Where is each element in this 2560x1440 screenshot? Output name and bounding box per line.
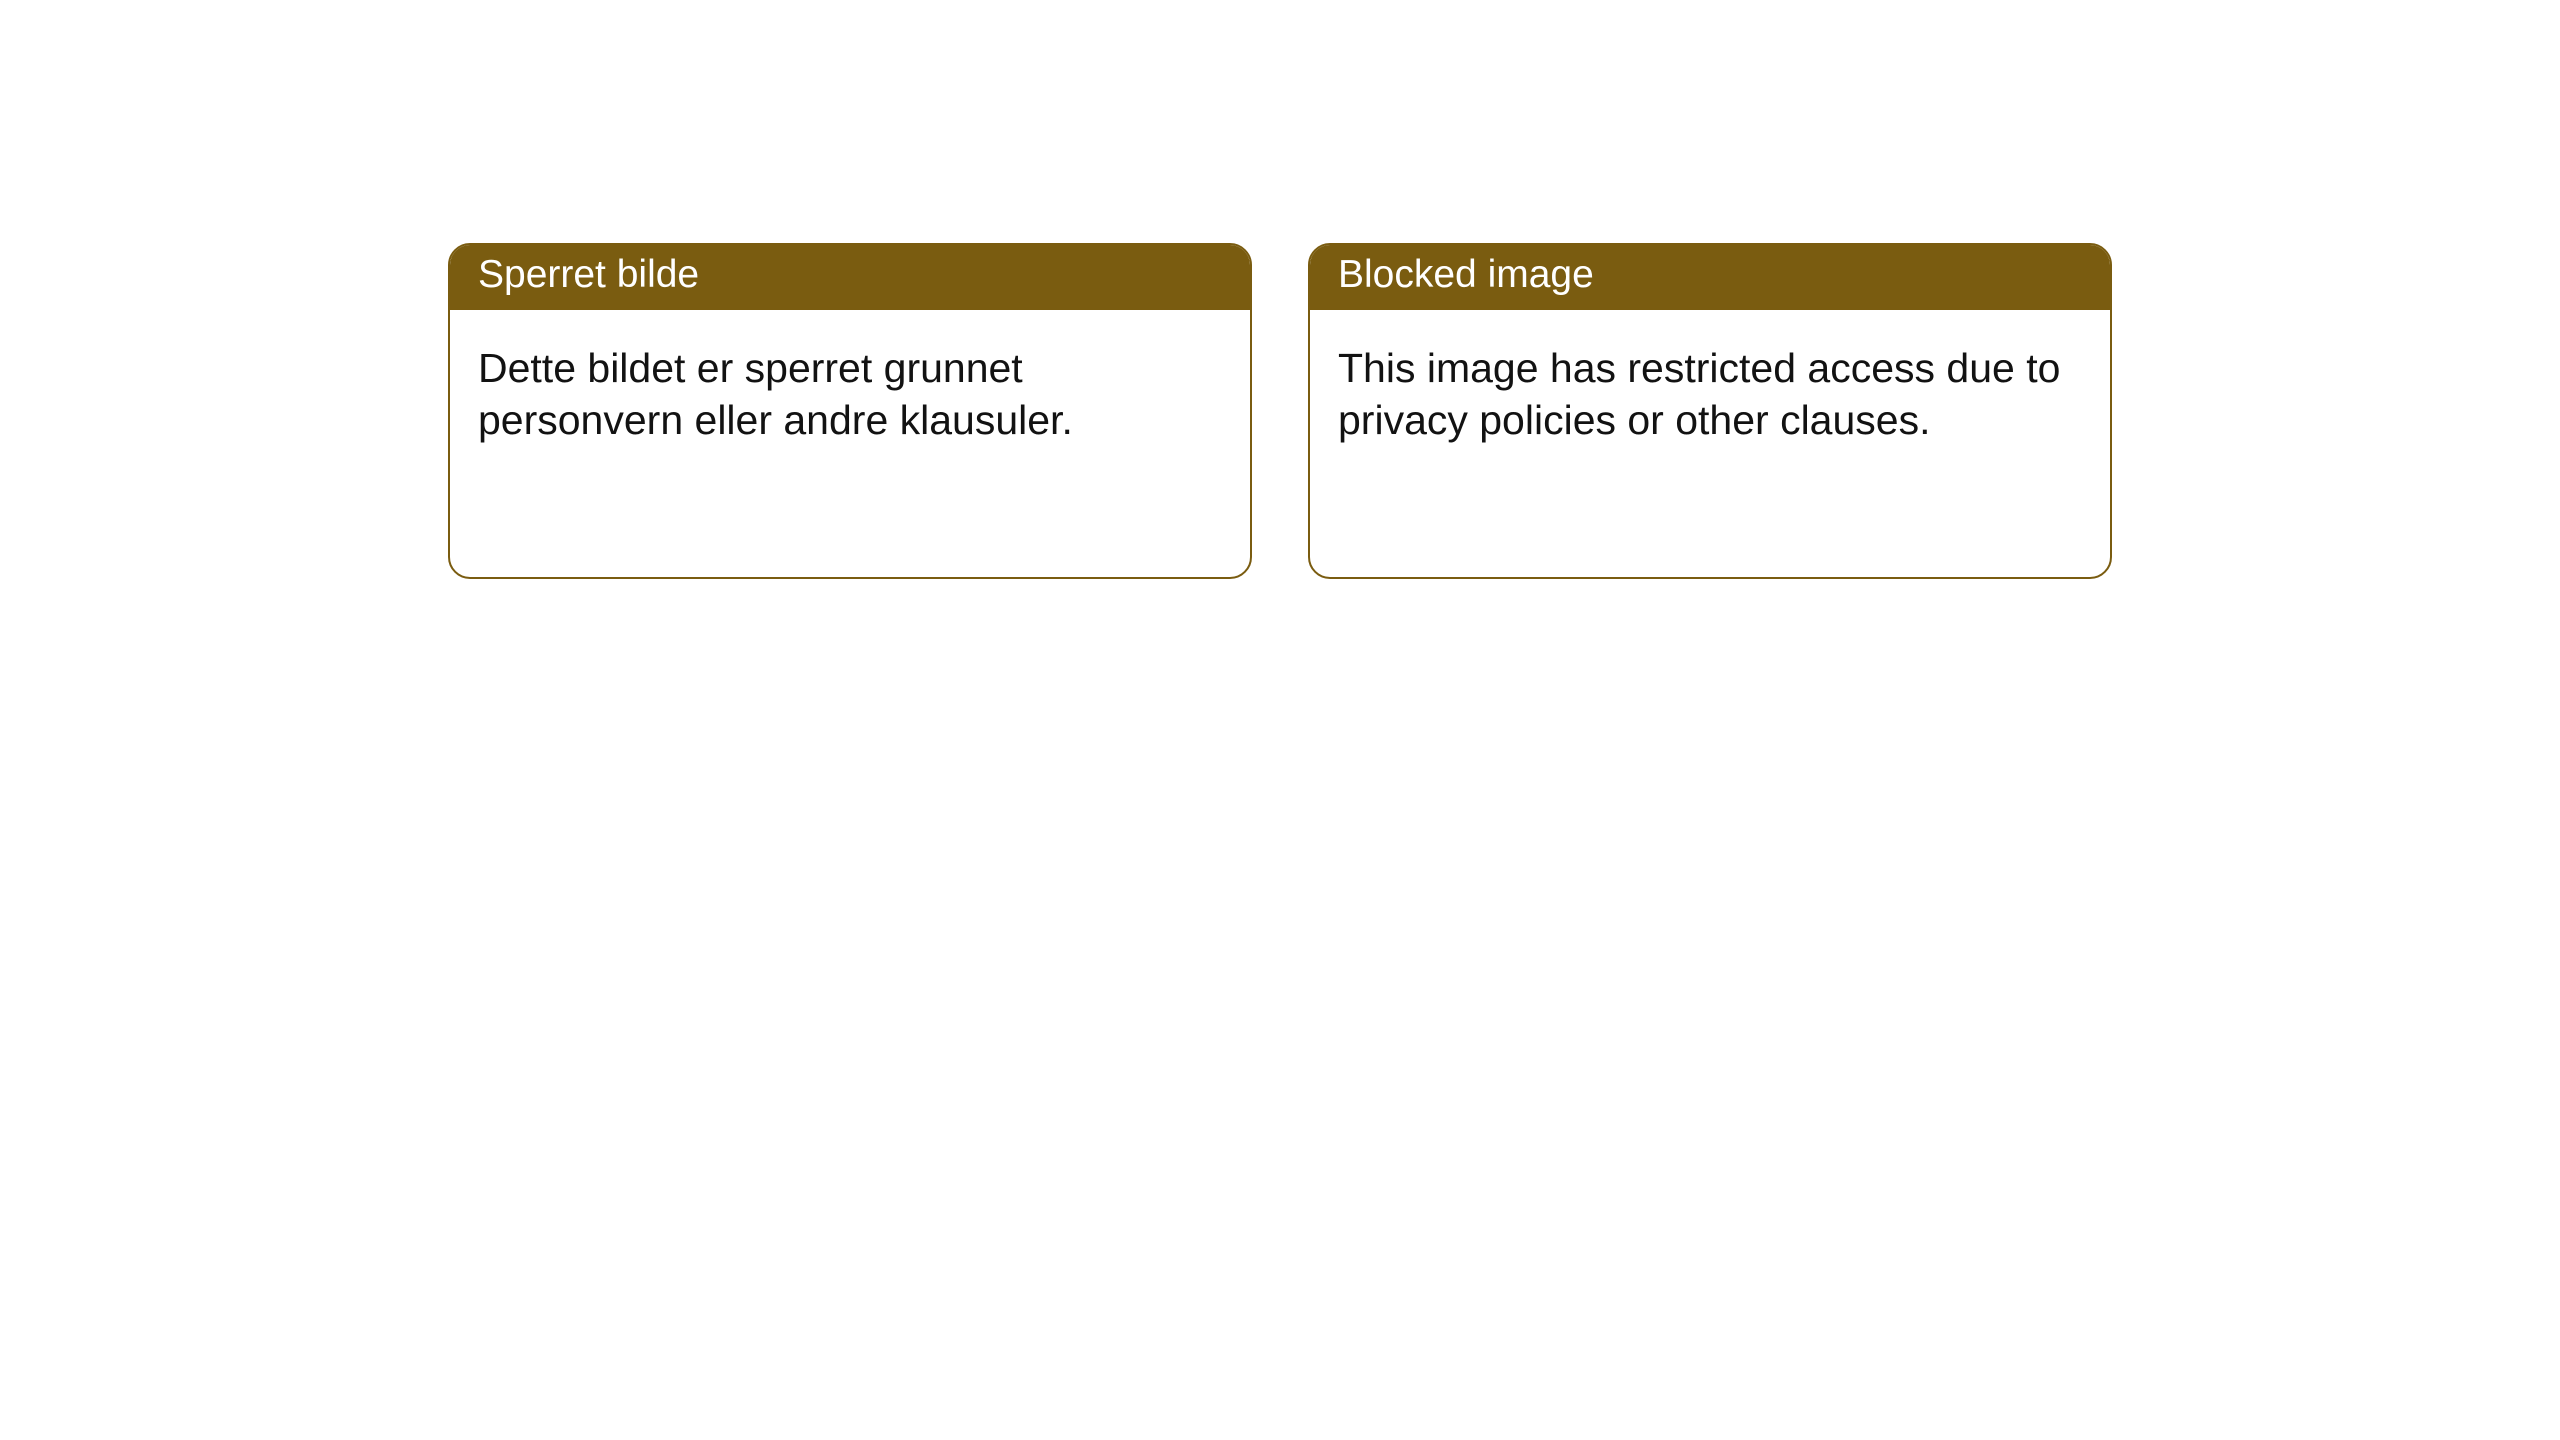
notice-card-body: Dette bildet er sperret grunnet personve… bbox=[450, 310, 1250, 479]
notice-card-norwegian: Sperret bilde Dette bildet er sperret gr… bbox=[448, 243, 1252, 579]
notice-container: Sperret bilde Dette bildet er sperret gr… bbox=[0, 0, 2560, 579]
notice-title: Blocked image bbox=[1338, 253, 1594, 296]
notice-card-english: Blocked image This image has restricted … bbox=[1308, 243, 2112, 579]
notice-card-header: Blocked image bbox=[1310, 245, 2110, 310]
notice-card-body: This image has restricted access due to … bbox=[1310, 310, 2110, 479]
notice-title: Sperret bilde bbox=[478, 253, 699, 296]
notice-message: Dette bildet er sperret grunnet personve… bbox=[478, 345, 1073, 443]
notice-card-header: Sperret bilde bbox=[450, 245, 1250, 310]
notice-message: This image has restricted access due to … bbox=[1338, 345, 2060, 443]
